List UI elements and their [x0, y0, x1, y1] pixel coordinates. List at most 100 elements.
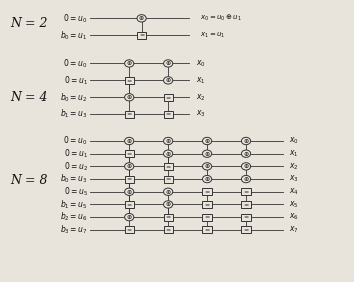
Circle shape — [202, 175, 212, 183]
Text: $x_{3}$: $x_{3}$ — [289, 174, 298, 184]
Text: $b_{1} = u_{3}$: $b_{1} = u_{3}$ — [60, 108, 87, 120]
Text: N = 8: N = 8 — [11, 174, 48, 187]
Text: $x_{7}$: $x_{7}$ — [289, 224, 298, 235]
Text: $x_{3}$: $x_{3}$ — [196, 109, 206, 120]
Circle shape — [125, 94, 134, 101]
Text: $=$: $=$ — [242, 215, 250, 220]
Text: $0 = u_{5}$: $0 = u_{5}$ — [63, 186, 87, 198]
Text: $x_{2}$: $x_{2}$ — [196, 92, 206, 103]
Text: $x_{0}$: $x_{0}$ — [289, 136, 298, 146]
Bar — [202, 188, 212, 195]
Text: $b_{1} = u_{5}$: $b_{1} = u_{5}$ — [60, 198, 87, 211]
Text: $b_{0} = u_{1}$: $b_{0} = u_{1}$ — [60, 29, 87, 41]
Text: $=$: $=$ — [164, 227, 172, 232]
Circle shape — [164, 137, 173, 145]
Circle shape — [241, 137, 251, 145]
Circle shape — [125, 213, 134, 221]
Text: $=$: $=$ — [164, 177, 172, 182]
Text: $\oplus$: $\oplus$ — [243, 150, 249, 158]
Text: $\oplus$: $\oplus$ — [243, 175, 249, 183]
Text: $x_{2}$: $x_{2}$ — [289, 161, 298, 172]
Text: $=$: $=$ — [164, 112, 172, 117]
Text: $\oplus$: $\oplus$ — [165, 137, 171, 145]
Text: N = 4: N = 4 — [11, 91, 48, 104]
Text: $=$: $=$ — [125, 202, 133, 207]
Bar — [202, 214, 212, 221]
Text: $\oplus$: $\oplus$ — [126, 213, 132, 221]
Text: $b_{2} = u_{6}$: $b_{2} = u_{6}$ — [59, 211, 87, 223]
Bar — [241, 226, 251, 233]
Text: $=$: $=$ — [138, 33, 145, 38]
Text: $x_{6}$: $x_{6}$ — [289, 212, 298, 222]
Text: $\oplus$: $\oplus$ — [126, 188, 132, 196]
Text: $\oplus$: $\oplus$ — [243, 162, 249, 170]
Text: N = 2: N = 2 — [11, 17, 48, 30]
Bar — [164, 214, 173, 221]
Circle shape — [125, 188, 134, 195]
Circle shape — [241, 150, 251, 157]
Circle shape — [164, 60, 173, 67]
Text: $=$: $=$ — [125, 112, 133, 117]
Text: $x_{0} = u_{0} \oplus u_{1}$: $x_{0} = u_{0} \oplus u_{1}$ — [200, 13, 242, 23]
Text: $\oplus$: $\oplus$ — [204, 150, 210, 158]
Text: $\oplus$: $\oplus$ — [204, 175, 210, 183]
Bar — [241, 188, 251, 195]
Circle shape — [164, 201, 173, 208]
Text: $0 = u_{1}$: $0 = u_{1}$ — [63, 147, 87, 160]
Text: $=$: $=$ — [125, 78, 133, 83]
Bar — [137, 32, 146, 39]
Circle shape — [202, 150, 212, 157]
Circle shape — [125, 60, 134, 67]
Text: $0 = u_{0}$: $0 = u_{0}$ — [63, 57, 87, 70]
Circle shape — [137, 15, 146, 22]
Bar — [125, 77, 134, 84]
Bar — [241, 214, 251, 221]
Bar — [241, 201, 251, 208]
Text: $b_{0} = u_{2}$: $b_{0} = u_{2}$ — [60, 91, 87, 103]
Text: $=$: $=$ — [125, 151, 133, 156]
Bar — [202, 201, 212, 208]
Text: $0 = u_{1}$: $0 = u_{1}$ — [63, 74, 87, 87]
Text: $0 = u_{2}$: $0 = u_{2}$ — [63, 160, 87, 173]
Text: $\oplus$: $\oplus$ — [126, 60, 132, 67]
Text: $=$: $=$ — [164, 164, 172, 169]
Text: $=$: $=$ — [125, 227, 133, 232]
Text: $\oplus$: $\oplus$ — [204, 162, 210, 170]
Bar — [125, 111, 134, 118]
Text: $\oplus$: $\oplus$ — [126, 93, 132, 101]
Text: $=$: $=$ — [125, 177, 133, 182]
Text: $=$: $=$ — [203, 215, 211, 220]
Bar — [164, 176, 173, 182]
Text: $=$: $=$ — [164, 95, 172, 100]
Text: $x_{1}$: $x_{1}$ — [196, 75, 206, 86]
Text: $b_{3} = u_{7}$: $b_{3} = u_{7}$ — [60, 224, 87, 236]
Bar — [125, 226, 134, 233]
Text: $=$: $=$ — [242, 189, 250, 194]
Text: $\oplus$: $\oplus$ — [138, 14, 145, 22]
Bar — [164, 111, 173, 118]
Text: $=$: $=$ — [203, 189, 211, 194]
Bar — [125, 176, 134, 182]
Text: $\oplus$: $\oplus$ — [204, 137, 210, 145]
Circle shape — [125, 163, 134, 170]
Text: $x_{1}$: $x_{1}$ — [289, 148, 298, 159]
Circle shape — [125, 137, 134, 145]
Bar — [202, 226, 212, 233]
Circle shape — [202, 163, 212, 170]
Circle shape — [241, 175, 251, 183]
Text: $=$: $=$ — [242, 202, 250, 207]
Text: $\oplus$: $\oplus$ — [243, 137, 249, 145]
Bar — [164, 226, 173, 233]
Text: $\oplus$: $\oplus$ — [165, 76, 171, 84]
Circle shape — [164, 77, 173, 84]
Text: $x_{5}$: $x_{5}$ — [289, 199, 298, 210]
Text: $x_{4}$: $x_{4}$ — [289, 186, 298, 197]
Text: $\oplus$: $\oplus$ — [165, 150, 171, 158]
Text: $\oplus$: $\oplus$ — [165, 201, 171, 208]
Circle shape — [241, 163, 251, 170]
Text: $\oplus$: $\oplus$ — [165, 188, 171, 196]
Text: $\oplus$: $\oplus$ — [165, 60, 171, 67]
Text: $x_{0}$: $x_{0}$ — [196, 58, 206, 69]
Text: $\oplus$: $\oplus$ — [126, 137, 132, 145]
Bar — [125, 201, 134, 208]
